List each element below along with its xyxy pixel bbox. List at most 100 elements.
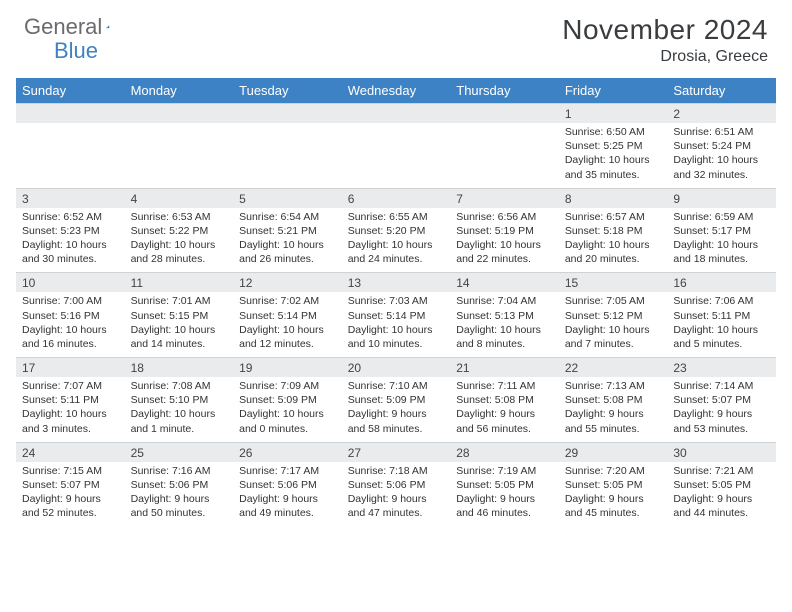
day-number-cell: 26: [233, 442, 342, 462]
day-detail-cell: Sunrise: 6:55 AMSunset: 5:20 PMDaylight:…: [342, 208, 451, 273]
sunrise-text: Sunrise: 7:08 AM: [131, 379, 228, 393]
daylight-text: Daylight: 10 hours and 10 minutes.: [348, 323, 445, 351]
day-detail-cell: Sunrise: 7:04 AMSunset: 5:13 PMDaylight:…: [450, 292, 559, 357]
day-number-cell: 14: [450, 273, 559, 293]
daylight-text: Daylight: 10 hours and 35 minutes.: [565, 153, 662, 181]
day-detail-cell: [125, 123, 234, 188]
day-detail-cell: Sunrise: 6:52 AMSunset: 5:23 PMDaylight:…: [16, 208, 125, 273]
day-detail-cell: Sunrise: 7:07 AMSunset: 5:11 PMDaylight:…: [16, 377, 125, 442]
brand-part1: General: [24, 14, 102, 40]
sunset-text: Sunset: 5:25 PM: [565, 139, 662, 153]
daylight-text: Daylight: 10 hours and 28 minutes.: [131, 238, 228, 266]
day-number-cell: 20: [342, 358, 451, 378]
daylight-text: Daylight: 10 hours and 12 minutes.: [239, 323, 336, 351]
daylight-text: Daylight: 9 hours and 52 minutes.: [22, 492, 119, 520]
day-detail-cell: Sunrise: 6:53 AMSunset: 5:22 PMDaylight:…: [125, 208, 234, 273]
sunrise-text: Sunrise: 6:52 AM: [22, 210, 119, 224]
day-number-cell: 19: [233, 358, 342, 378]
day-detail-cell: Sunrise: 6:54 AMSunset: 5:21 PMDaylight:…: [233, 208, 342, 273]
sunset-text: Sunset: 5:06 PM: [239, 478, 336, 492]
daylight-text: Daylight: 9 hours and 53 minutes.: [673, 407, 770, 435]
day-detail-cell: Sunrise: 7:18 AMSunset: 5:06 PMDaylight:…: [342, 462, 451, 527]
daylight-text: Daylight: 10 hours and 1 minute.: [131, 407, 228, 435]
sunrise-text: Sunrise: 7:04 AM: [456, 294, 553, 308]
sunrise-text: Sunrise: 7:00 AM: [22, 294, 119, 308]
sunset-text: Sunset: 5:05 PM: [456, 478, 553, 492]
week-detail-row: Sunrise: 6:52 AMSunset: 5:23 PMDaylight:…: [16, 208, 776, 273]
day-detail-cell: Sunrise: 6:56 AMSunset: 5:19 PMDaylight:…: [450, 208, 559, 273]
daylight-text: Daylight: 9 hours and 58 minutes.: [348, 407, 445, 435]
day-detail-cell: Sunrise: 7:14 AMSunset: 5:07 PMDaylight:…: [667, 377, 776, 442]
day-number-cell: 18: [125, 358, 234, 378]
day-detail-cell: [16, 123, 125, 188]
daylight-text: Daylight: 9 hours and 44 minutes.: [673, 492, 770, 520]
sunrise-text: Sunrise: 6:54 AM: [239, 210, 336, 224]
sunrise-text: Sunrise: 7:20 AM: [565, 464, 662, 478]
week-daynum-row: 12: [16, 104, 776, 124]
day-detail-cell: Sunrise: 7:03 AMSunset: 5:14 PMDaylight:…: [342, 292, 451, 357]
day-detail-cell: Sunrise: 7:00 AMSunset: 5:16 PMDaylight:…: [16, 292, 125, 357]
day-number-cell: [233, 104, 342, 124]
daylight-text: Daylight: 10 hours and 30 minutes.: [22, 238, 119, 266]
daylight-text: Daylight: 10 hours and 5 minutes.: [673, 323, 770, 351]
sunset-text: Sunset: 5:06 PM: [131, 478, 228, 492]
day-number-cell: 24: [16, 442, 125, 462]
day-detail-cell: Sunrise: 7:09 AMSunset: 5:09 PMDaylight:…: [233, 377, 342, 442]
daylight-text: Daylight: 10 hours and 24 minutes.: [348, 238, 445, 266]
daylight-text: Daylight: 9 hours and 55 minutes.: [565, 407, 662, 435]
day-detail-cell: Sunrise: 7:10 AMSunset: 5:09 PMDaylight:…: [342, 377, 451, 442]
sunset-text: Sunset: 5:11 PM: [673, 309, 770, 323]
sunset-text: Sunset: 5:08 PM: [456, 393, 553, 407]
sunset-text: Sunset: 5:14 PM: [239, 309, 336, 323]
day-detail-cell: Sunrise: 7:02 AMSunset: 5:14 PMDaylight:…: [233, 292, 342, 357]
sunset-text: Sunset: 5:13 PM: [456, 309, 553, 323]
daylight-text: Daylight: 9 hours and 46 minutes.: [456, 492, 553, 520]
day-number-cell: 10: [16, 273, 125, 293]
sunrise-text: Sunrise: 7:13 AM: [565, 379, 662, 393]
sunset-text: Sunset: 5:24 PM: [673, 139, 770, 153]
day-detail-cell: [342, 123, 451, 188]
day-number-cell: 15: [559, 273, 668, 293]
sunset-text: Sunset: 5:16 PM: [22, 309, 119, 323]
sunrise-text: Sunrise: 6:59 AM: [673, 210, 770, 224]
triangle-icon: [106, 18, 109, 36]
sunset-text: Sunset: 5:07 PM: [22, 478, 119, 492]
day-detail-cell: Sunrise: 6:50 AMSunset: 5:25 PMDaylight:…: [559, 123, 668, 188]
sunrise-text: Sunrise: 6:57 AM: [565, 210, 662, 224]
day-number-cell: 7: [450, 188, 559, 208]
day-detail-cell: Sunrise: 7:16 AMSunset: 5:06 PMDaylight:…: [125, 462, 234, 527]
day-number-cell: 4: [125, 188, 234, 208]
month-title: November 2024: [562, 14, 768, 46]
sunset-text: Sunset: 5:19 PM: [456, 224, 553, 238]
sunrise-text: Sunrise: 6:56 AM: [456, 210, 553, 224]
sunrise-text: Sunrise: 7:01 AM: [131, 294, 228, 308]
location: Drosia, Greece: [562, 48, 768, 66]
daylight-text: Daylight: 10 hours and 26 minutes.: [239, 238, 336, 266]
week-daynum-row: 24252627282930: [16, 442, 776, 462]
day-detail-cell: Sunrise: 6:51 AMSunset: 5:24 PMDaylight:…: [667, 123, 776, 188]
daylight-text: Daylight: 10 hours and 8 minutes.: [456, 323, 553, 351]
day-number-cell: 3: [16, 188, 125, 208]
daylight-text: Daylight: 9 hours and 45 minutes.: [565, 492, 662, 520]
sunrise-text: Sunrise: 7:10 AM: [348, 379, 445, 393]
sunset-text: Sunset: 5:20 PM: [348, 224, 445, 238]
sunrise-text: Sunrise: 7:21 AM: [673, 464, 770, 478]
brand-logo: General Blue: [24, 14, 128, 40]
day-number-cell: 8: [559, 188, 668, 208]
sunset-text: Sunset: 5:07 PM: [673, 393, 770, 407]
brand-part2: Blue: [54, 38, 98, 64]
weekday-header: Friday: [559, 78, 668, 104]
sunrise-text: Sunrise: 7:02 AM: [239, 294, 336, 308]
sunrise-text: Sunrise: 6:50 AM: [565, 125, 662, 139]
daylight-text: Daylight: 10 hours and 22 minutes.: [456, 238, 553, 266]
day-number-cell: 2: [667, 104, 776, 124]
day-detail-cell: Sunrise: 6:57 AMSunset: 5:18 PMDaylight:…: [559, 208, 668, 273]
sunset-text: Sunset: 5:15 PM: [131, 309, 228, 323]
day-number-cell: [125, 104, 234, 124]
weekday-header: Sunday: [16, 78, 125, 104]
sunset-text: Sunset: 5:17 PM: [673, 224, 770, 238]
sunrise-text: Sunrise: 7:19 AM: [456, 464, 553, 478]
daylight-text: Daylight: 9 hours and 56 minutes.: [456, 407, 553, 435]
daylight-text: Daylight: 10 hours and 0 minutes.: [239, 407, 336, 435]
week-detail-row: Sunrise: 7:15 AMSunset: 5:07 PMDaylight:…: [16, 462, 776, 527]
